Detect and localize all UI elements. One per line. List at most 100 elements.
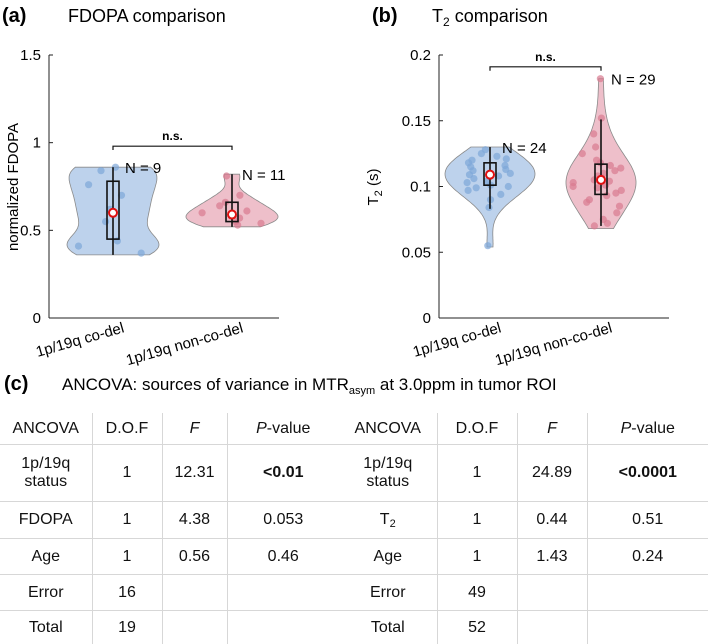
- data-point: [505, 183, 512, 190]
- mean-marker: [228, 211, 236, 219]
- header-p-value: P-value: [227, 413, 339, 445]
- category-label: 1p/19q non-co-del: [124, 320, 245, 370]
- panel-b-yticks: 00.050.10.150.2: [402, 47, 443, 327]
- header-p-value: P-value: [587, 413, 708, 445]
- panel-b-label: (b): [372, 5, 398, 27]
- y-tick-label: 0: [423, 310, 431, 327]
- row-f: [517, 611, 587, 644]
- data-point: [484, 242, 491, 249]
- y-tick-label: 0.5: [20, 222, 41, 239]
- data-point: [607, 162, 614, 169]
- data-point: [493, 153, 500, 160]
- row-p-value: 0.51: [587, 502, 708, 539]
- n-label: N = 24: [502, 140, 547, 157]
- row-f: 0.56: [162, 539, 227, 575]
- y-tick-label: 0.1: [410, 179, 431, 196]
- data-point: [579, 150, 586, 157]
- data-point: [592, 143, 599, 150]
- y-tick-label: 1: [33, 135, 41, 152]
- data-point: [473, 184, 480, 191]
- panel-a-plot: N = 9 1p/19q co-del N = 11 1p/19q non-co-de…: [34, 129, 285, 369]
- significance-bracket: [113, 146, 232, 150]
- mean-marker: [597, 176, 605, 184]
- row-p-value: 0.053: [227, 502, 339, 539]
- row-p-value: 0.24: [587, 539, 708, 575]
- row-dof: 1: [437, 445, 517, 502]
- row-dof: 1: [437, 539, 517, 575]
- y-tick-label: 0: [33, 310, 41, 327]
- data-point: [570, 179, 577, 186]
- data-point: [257, 220, 264, 227]
- data-point: [102, 218, 109, 225]
- header-f: F: [162, 413, 227, 445]
- panel-b: (b) T2 comparison T2 (s) 00.050.10.150.2…: [365, 5, 669, 369]
- data-point: [618, 187, 625, 194]
- data-point: [617, 165, 624, 172]
- data-point: [616, 203, 623, 210]
- data-point: [593, 157, 600, 164]
- row-dof: 49: [437, 575, 517, 611]
- data-point: [482, 146, 489, 153]
- data-point: [590, 130, 597, 137]
- row-source: Total: [0, 611, 92, 644]
- y-tick-label: 0.2: [410, 47, 431, 64]
- row-source: Error: [0, 575, 92, 611]
- row-dof: 19: [92, 611, 162, 644]
- row-dof: 1: [437, 502, 517, 539]
- header-dof: D.O.F: [437, 413, 517, 445]
- panel-b-title: T2 comparison: [432, 6, 548, 29]
- row-p-value: [227, 611, 339, 644]
- mean-marker: [486, 171, 494, 179]
- panel-a-label: (a): [2, 5, 26, 27]
- row-f: 24.89: [517, 445, 587, 502]
- data-point: [199, 209, 206, 216]
- row-p-value: <0.0001: [587, 445, 708, 502]
- data-point: [597, 75, 604, 82]
- data-point: [586, 196, 593, 203]
- n-label: N = 9: [125, 160, 161, 177]
- mean-marker: [109, 209, 117, 217]
- data-point: [243, 207, 250, 214]
- panel-a-yticks: 00.511.5: [20, 47, 53, 327]
- row-f: [162, 611, 227, 644]
- panel-b-ylabel: T2 (s): [365, 169, 385, 206]
- data-point: [223, 172, 230, 179]
- category-label: 1p/19q non-co-del: [493, 320, 614, 370]
- header-dof: D.O.F: [92, 413, 162, 445]
- data-point: [85, 181, 92, 188]
- panel-a: (a) FDOPA comparison normalized FDOPA 00…: [2, 5, 286, 369]
- row-source: Age: [0, 539, 92, 575]
- data-point: [236, 215, 243, 222]
- row-p-value: [227, 575, 339, 611]
- data-point: [464, 179, 471, 186]
- row-dof: 1: [92, 502, 162, 539]
- significance-label: n.s.: [535, 50, 556, 64]
- row-dof: 1: [92, 539, 162, 575]
- panel-c-label: (c): [4, 373, 28, 395]
- category-label: 1p/19q co-del: [34, 320, 126, 361]
- panel-a-title: FDOPA comparison: [68, 6, 226, 26]
- row-p-value: [587, 611, 708, 644]
- data-point: [485, 204, 492, 211]
- row-dof: 52: [437, 611, 517, 644]
- data-point: [468, 157, 475, 164]
- n-label: N = 11: [242, 167, 286, 184]
- header-ancova: ANCOVA: [339, 413, 437, 445]
- row-p-value: [587, 575, 708, 611]
- header-ancova: ANCOVA: [0, 413, 92, 445]
- row-dof: 16: [92, 575, 162, 611]
- n-label: N = 29: [611, 72, 656, 89]
- row-p-value: 0.46: [227, 539, 339, 575]
- data-point: [236, 192, 243, 199]
- significance-bracket: [490, 67, 601, 71]
